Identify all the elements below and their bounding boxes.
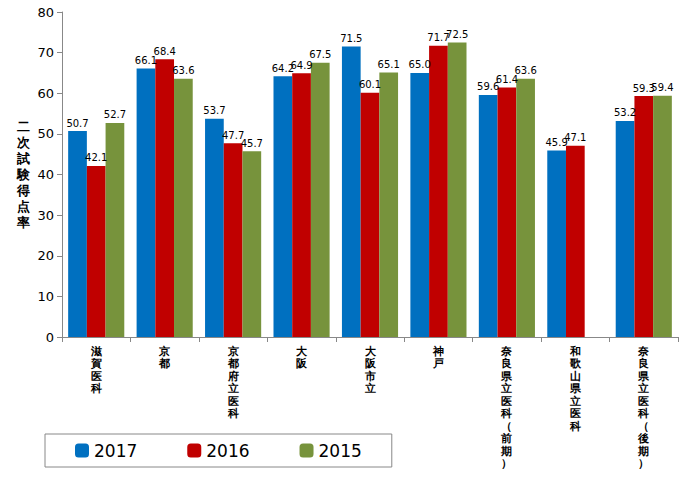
svg-text:後: 後: [637, 432, 649, 445]
svg-text:72.5: 72.5: [446, 29, 468, 40]
svg-text:71.5: 71.5: [340, 33, 362, 44]
svg-text:山: 山: [570, 370, 581, 383]
svg-text:60.1: 60.1: [359, 79, 381, 90]
svg-text:45.7: 45.7: [241, 138, 263, 149]
svg-text:64.9: 64.9: [290, 60, 312, 71]
svg-text:都: 都: [227, 357, 239, 370]
svg-text:京: 京: [227, 345, 239, 358]
svg-text:59.3: 59.3: [632, 82, 655, 94]
svg-text:大: 大: [365, 345, 377, 358]
svg-text:科: 科: [500, 407, 512, 420]
svg-text:滋: 滋: [90, 345, 102, 358]
svg-text:立: 立: [500, 382, 512, 395]
svg-text:47.7: 47.7: [222, 129, 245, 141]
svg-text:47.1: 47.1: [564, 132, 586, 143]
svg-text:科: 科: [227, 407, 239, 420]
svg-text:59.6: 59.6: [477, 81, 500, 93]
svg-text:科: 科: [90, 382, 102, 395]
svg-text:点: 点: [17, 199, 30, 214]
svg-text:53.7: 53.7: [203, 105, 225, 116]
svg-text:2017: 2017: [94, 441, 137, 461]
svg-text:阪: 阪: [365, 357, 377, 370]
svg-text:2015: 2015: [319, 441, 362, 461]
svg-text:医: 医: [501, 395, 512, 408]
svg-text:試: 試: [16, 151, 30, 166]
svg-text:40: 40: [37, 167, 54, 182]
svg-text:神: 神: [432, 345, 444, 358]
svg-text:59.4: 59.4: [651, 82, 673, 93]
svg-text:験: 験: [16, 167, 31, 182]
svg-text:50.7: 50.7: [66, 118, 88, 129]
svg-text:（: （: [638, 420, 649, 433]
svg-text:賀: 賀: [90, 357, 102, 370]
svg-text:京: 京: [158, 345, 170, 358]
svg-text:和: 和: [569, 345, 581, 358]
svg-text:県: 県: [637, 370, 650, 383]
svg-text:大: 大: [296, 345, 308, 358]
svg-text:率: 率: [16, 215, 30, 230]
svg-text:10: 10: [37, 289, 54, 304]
svg-text:2016: 2016: [206, 441, 249, 461]
svg-text:0: 0: [46, 330, 54, 345]
svg-text:20: 20: [37, 248, 54, 263]
svg-text:63.6: 63.6: [172, 65, 194, 76]
svg-text:前: 前: [500, 432, 512, 445]
svg-text:医: 医: [228, 395, 239, 408]
svg-text:県: 県: [569, 382, 582, 395]
svg-text:立: 立: [637, 382, 649, 395]
svg-text:期: 期: [500, 445, 512, 458]
svg-text:二: 二: [17, 119, 30, 134]
svg-text:65.0: 65.0: [409, 59, 431, 70]
svg-text:67.5: 67.5: [309, 49, 331, 60]
svg-text:42.1: 42.1: [85, 152, 107, 163]
svg-text:医: 医: [638, 395, 649, 408]
svg-text:70: 70: [37, 45, 54, 60]
svg-text:医: 医: [91, 370, 102, 383]
svg-text:期: 期: [637, 445, 649, 458]
svg-text:71.7: 71.7: [427, 32, 450, 44]
svg-text:府: 府: [227, 370, 239, 383]
svg-text:戸: 戸: [432, 357, 444, 370]
svg-text:（: （: [501, 420, 512, 433]
svg-text:都: 都: [158, 357, 170, 370]
svg-text:52.7: 52.7: [104, 109, 126, 120]
svg-text:68.4: 68.4: [154, 46, 176, 57]
svg-text:医: 医: [570, 407, 581, 420]
svg-text:市: 市: [364, 370, 376, 383]
svg-text:歌: 歌: [569, 357, 582, 370]
svg-text:63.6: 63.6: [514, 65, 536, 76]
svg-text:64.2: 64.2: [271, 62, 294, 74]
svg-text:）: ）: [638, 457, 649, 470]
svg-text:45.9: 45.9: [545, 137, 568, 148]
svg-text:）: ）: [501, 457, 512, 470]
svg-text:県: 県: [500, 370, 513, 383]
svg-text:61.4: 61.4: [495, 74, 518, 86]
svg-text:奈: 奈: [500, 345, 513, 358]
svg-text:良: 良: [501, 357, 512, 370]
svg-text:立: 立: [569, 395, 581, 408]
svg-text:良: 良: [638, 357, 649, 370]
svg-text:30: 30: [37, 208, 54, 223]
svg-text:科: 科: [569, 420, 581, 433]
svg-text:得: 得: [16, 183, 30, 198]
svg-text:60: 60: [37, 86, 54, 101]
svg-text:80: 80: [37, 5, 54, 20]
svg-text:立: 立: [227, 382, 239, 395]
svg-text:次: 次: [17, 135, 31, 150]
svg-text:立: 立: [364, 382, 376, 395]
svg-text:奈: 奈: [637, 345, 650, 358]
svg-text:53.2: 53.2: [614, 107, 636, 118]
svg-text:65.1: 65.1: [378, 59, 400, 70]
svg-text:科: 科: [637, 407, 649, 420]
svg-text:50: 50: [37, 126, 54, 141]
svg-text:阪: 阪: [296, 357, 308, 370]
svg-text:66.1: 66.1: [134, 55, 158, 66]
